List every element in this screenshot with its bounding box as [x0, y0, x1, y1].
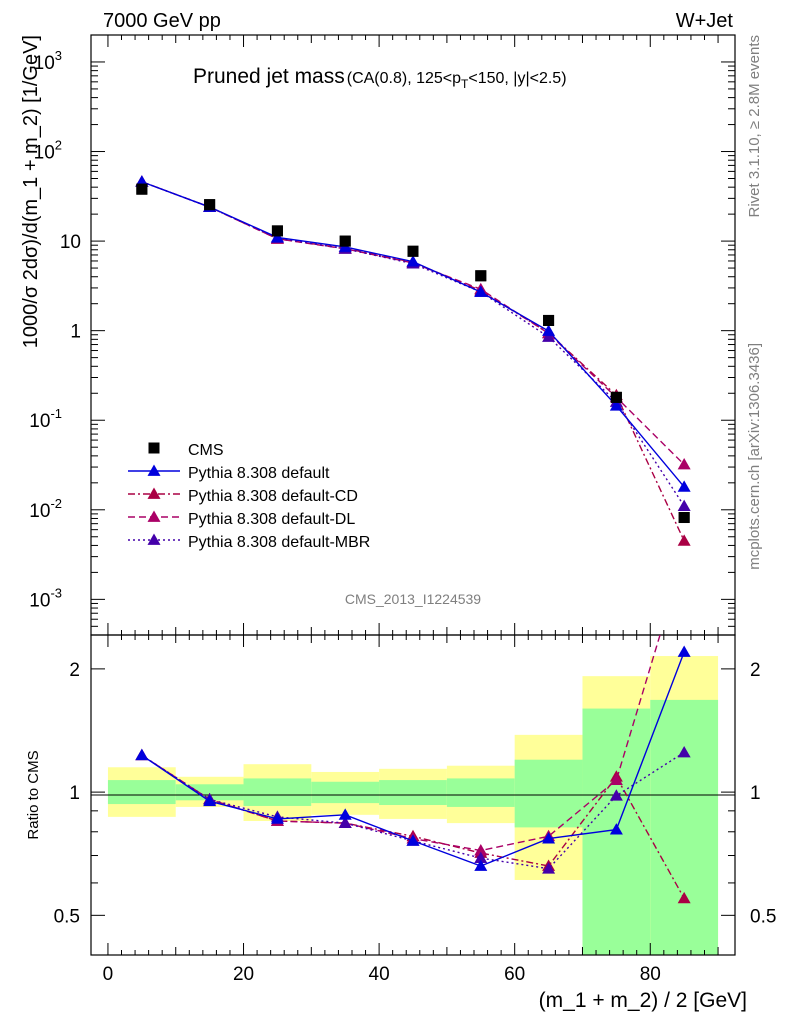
series-marker-1	[406, 255, 420, 267]
ratio-marker-0	[406, 834, 420, 846]
ratio-marker-3	[474, 851, 488, 863]
main-y-axis-label: 1000/σ 2dσ)/d(m_1 + m_2) [1/GeV]	[20, 35, 42, 348]
ratio-uncertainty-bands	[107, 656, 719, 955]
legend-label-4: Pythia 8.308 default-MBR	[188, 534, 370, 551]
ratio-marker-0	[609, 823, 623, 835]
series-marker-3	[677, 458, 691, 470]
y-tick-label-ratio-left: 0.5	[54, 906, 80, 927]
main-series-group	[135, 175, 691, 546]
data-point-cms-top	[407, 245, 419, 257]
ratio-marker-2	[678, 548, 691, 559]
series-marker-1	[542, 324, 556, 336]
green-band-6	[514, 759, 583, 828]
ratio-marker-0	[203, 794, 217, 807]
ratio-marker-2	[609, 773, 623, 785]
data-point-cms-top	[610, 391, 622, 403]
main-title-text: Pruned jet mass	[193, 65, 345, 88]
y-tick-label-ratio-left: 2	[69, 660, 80, 681]
series-marker-1	[474, 285, 488, 297]
ratio-marker-0	[474, 859, 488, 871]
data-point-cms-top	[204, 199, 216, 211]
legend-marker-2	[147, 487, 161, 499]
y-tick-label-ratio-right: 1	[750, 783, 761, 804]
legend-label-1: Pythia 8.308 default	[188, 465, 330, 482]
green-band-0	[107, 780, 176, 805]
series-marker-4	[542, 330, 556, 342]
y-tick-exponent: -2	[50, 496, 62, 511]
analysis-watermark: CMS_2013_I1224539	[345, 591, 481, 607]
ratio-marker-0	[542, 832, 556, 844]
ratio-marker-0	[270, 812, 284, 824]
data-point-cms-top	[271, 225, 283, 237]
green-band-2	[243, 778, 312, 806]
series-marker-1	[270, 230, 284, 243]
mcplots-label: mcplots.cern.ch [arXiv:1306.3436]	[746, 343, 763, 570]
y-tick-exponent: 2	[55, 138, 62, 153]
main-title-sub: (CA(0.8), 125<p	[347, 70, 461, 87]
series-marker-4	[677, 499, 691, 511]
y-tick-exponent: -1	[50, 406, 62, 421]
x-tick-label: 20	[233, 964, 254, 985]
series-marker-1	[609, 399, 623, 411]
main-title-subscript: T	[461, 77, 469, 91]
x-tick-label: 80	[640, 964, 661, 985]
legend-marker-cms	[148, 442, 160, 454]
green-band-4	[379, 780, 447, 806]
legend-label-2: Pythia 8.308 default-CD	[188, 488, 358, 505]
x-tick-label: 60	[504, 964, 525, 985]
y-tick-label-ratio-right: 0.5	[750, 906, 776, 927]
data-point-cms-top	[475, 270, 487, 282]
ratio-marker-3	[542, 862, 556, 874]
ratio-marker-0	[135, 748, 149, 761]
y-tick-exponent: 3	[55, 48, 62, 63]
legend-marker-3	[147, 510, 161, 522]
ratio-marker-1	[677, 891, 691, 904]
ratio-y-axis-label: Ratio to CMS	[25, 750, 42, 839]
ratio-marker-3	[677, 745, 691, 758]
green-band-8	[650, 699, 719, 955]
series-marker-1	[677, 480, 691, 492]
main-title-sub-rest: <150, |y|<2.5)	[468, 70, 566, 87]
legend-label-0: CMS	[188, 442, 224, 459]
data-point-cms-top	[543, 314, 555, 326]
legend: CMS Pythia 8.308 default Pythia 8.308 defa…	[128, 442, 370, 551]
legend-marker-4	[147, 533, 161, 545]
x-tick-label: 40	[369, 964, 390, 985]
header-left-label: 7000 GeV pp	[103, 10, 221, 32]
green-band-5	[446, 778, 515, 807]
y-tick-label-ratio-left: 1	[69, 783, 80, 804]
y-tick-label: 10-1	[29, 406, 62, 432]
rivet-label: Rivet 3.1.10, ≥ 2.8M events	[746, 35, 763, 218]
series-line-2	[141, 181, 685, 542]
series-marker-2	[677, 534, 691, 546]
x-axis-label: (m_1 + m_2) / 2 [GeV]	[539, 989, 747, 1012]
ratio-marker-3	[609, 789, 623, 801]
data-point-cms-top	[136, 183, 148, 195]
main-title: Pruned jet mass (CA(0.8), 125<pT<150, |y|…	[193, 65, 567, 91]
data-point-cms-top	[678, 512, 690, 524]
header-right-label: W+Jet	[676, 10, 734, 32]
x-tick-label: 0	[103, 964, 114, 985]
y-tick-label: 10-2	[29, 496, 62, 522]
y-tick-label-ratio-right: 2	[750, 660, 761, 681]
legend-marker-1	[147, 464, 161, 476]
green-band-3	[311, 781, 380, 804]
legend-label-3: Pythia 8.308 default-DL	[188, 511, 355, 528]
y-tick-exponent: -3	[50, 585, 62, 600]
ratio-series-group	[135, 548, 691, 904]
series-line-3	[141, 181, 685, 466]
y-tick-label: 1	[70, 322, 81, 343]
ratio-marker-0	[338, 808, 352, 820]
y-tick-label: 10	[60, 232, 81, 253]
ratio-marker-3	[338, 816, 352, 828]
y-tick-label: 10-3	[29, 585, 62, 611]
ratio-marker-0	[677, 645, 691, 657]
ratio-marker-2	[474, 844, 488, 856]
data-point-cms-top	[339, 235, 351, 247]
